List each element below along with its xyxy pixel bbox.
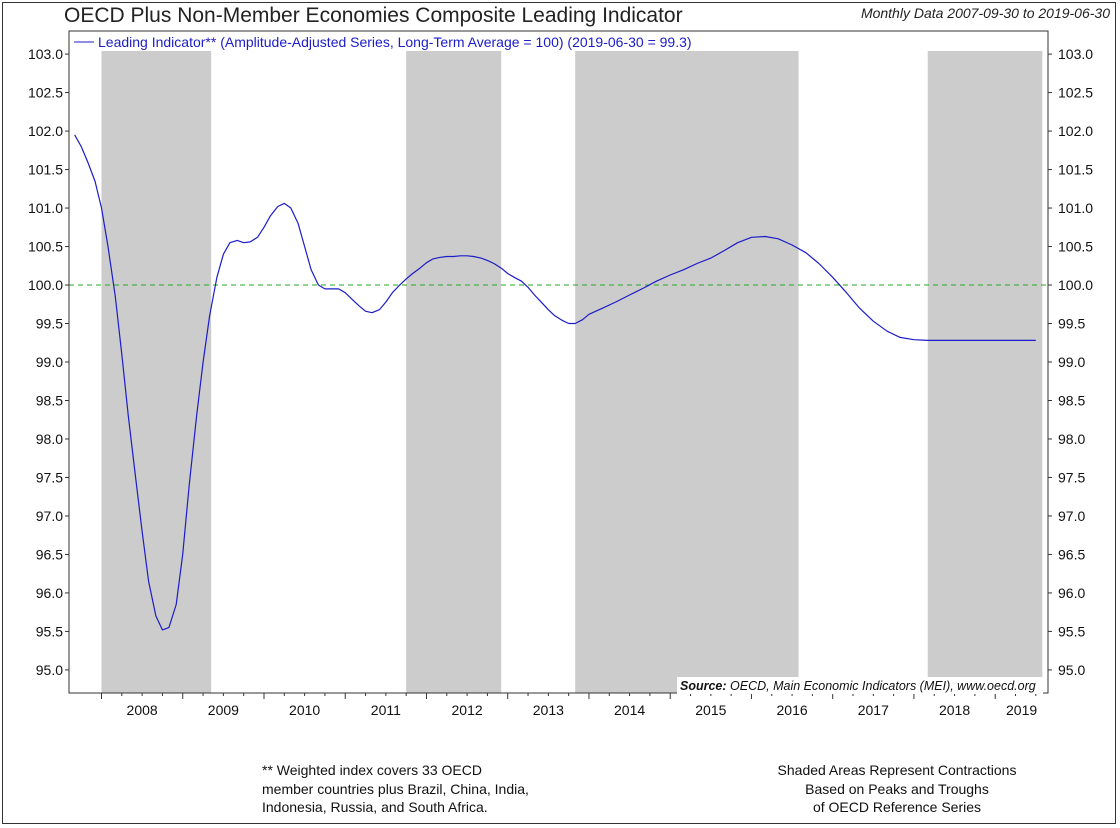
y-tick-label: 101.5 bbox=[28, 162, 63, 178]
leading-indicator-line bbox=[74, 134, 1036, 631]
x-tick-label: 2012 bbox=[452, 702, 483, 718]
y-tick-label: 98.0 bbox=[1058, 431, 1085, 447]
y-tick-label: 100.5 bbox=[28, 239, 63, 255]
y-tick-label: 95.0 bbox=[36, 662, 63, 678]
y-tick-label: 96.0 bbox=[36, 585, 63, 601]
y-tick-label: 102.0 bbox=[28, 123, 63, 139]
y-tick-label: 95.0 bbox=[1058, 662, 1085, 678]
contraction-period bbox=[575, 51, 799, 693]
y-tick-label: 102.5 bbox=[28, 85, 63, 101]
x-tick-label: 2013 bbox=[533, 702, 564, 718]
y-tick-label: 102.5 bbox=[1058, 85, 1093, 101]
y-tick-label: 99.5 bbox=[36, 316, 63, 332]
x-tick-label: 2008 bbox=[127, 702, 158, 718]
source-text: OECD, Main Economic Indicators (MEI), ww… bbox=[730, 679, 1036, 693]
y-tick-label: 96.5 bbox=[36, 546, 63, 562]
y-tick-label: 96.0 bbox=[1058, 585, 1085, 601]
y-tick-label: 98.5 bbox=[1058, 392, 1085, 408]
x-tick-label: 2015 bbox=[695, 702, 726, 718]
legend-label: Leading Indicator** (Amplitude-Adjusted … bbox=[98, 34, 692, 50]
svg-text:Source: OECD, Main Economic In: Source: OECD, Main Economic Indicators (… bbox=[680, 679, 1036, 693]
legend: Leading Indicator** (Amplitude-Adjusted … bbox=[74, 34, 692, 50]
y-tick-label: 97.5 bbox=[36, 469, 63, 485]
x-tick-label: 2011 bbox=[371, 702, 401, 718]
y-tick-label: 100.0 bbox=[1058, 277, 1093, 293]
y-tick-label: 98.5 bbox=[36, 392, 63, 408]
footnote-weighting: ** Weighted index covers 33 OECD member … bbox=[262, 761, 529, 817]
y-tick-label: 96.5 bbox=[1058, 546, 1085, 562]
source-note: Source: OECD, Main Economic Indicators (… bbox=[677, 677, 1043, 694]
y-tick-label: 97.5 bbox=[1058, 469, 1085, 485]
plot-area-border bbox=[68, 30, 1049, 694]
y-axis: 95.0 95.0 95.5 95.5 96.0 96.0 96.5 96.5 97.0 97.0… bbox=[28, 46, 1093, 678]
footnote-line: Indonesia, Russia, and South Africa. bbox=[262, 799, 488, 815]
chart-title: OECD Plus Non-Member Economies Composite… bbox=[64, 4, 683, 27]
y-tick-label: 99.0 bbox=[36, 354, 63, 370]
footnote-line: member countries plus Brazil, China, Ind… bbox=[262, 780, 529, 797]
y-tick-label: 99.5 bbox=[1058, 316, 1085, 332]
source-label: Source: bbox=[680, 679, 727, 693]
footnote-line: Based on Peaks and Troughs bbox=[805, 780, 989, 797]
y-tick-label: 101.0 bbox=[28, 200, 63, 216]
footnote-line: Shaded Areas Represent Contractions bbox=[777, 762, 1017, 778]
contraction-period bbox=[406, 51, 502, 693]
y-tick-label: 99.0 bbox=[1058, 354, 1085, 370]
footnote-line: of OECD Reference Series bbox=[812, 799, 982, 815]
x-tick-label: 2018 bbox=[939, 702, 970, 718]
y-tick-label: 97.0 bbox=[1058, 508, 1085, 524]
x-tick-label: 2010 bbox=[289, 702, 320, 718]
source-background bbox=[677, 677, 1043, 694]
x-tick-label: 2016 bbox=[777, 702, 808, 718]
y-tick-label: 101.5 bbox=[1058, 162, 1093, 178]
footnote-line: ** Weighted index covers 33 OECD bbox=[262, 762, 482, 778]
footnote-shading: Shaded Areas Represent Contractions Base… bbox=[720, 761, 1074, 817]
contraction-shading bbox=[101, 51, 1043, 693]
contraction-period bbox=[927, 51, 1043, 693]
y-tick-label: 103.0 bbox=[28, 46, 63, 62]
x-axis: 2008 2009 2010 2011 2012 2013 2014 2015 2016 2017… bbox=[100, 693, 1037, 718]
y-tick-label: 102.0 bbox=[1058, 123, 1093, 139]
date-range-label: Monthly Data 2007-09-30 to 2019-06-30 bbox=[860, 5, 1110, 21]
x-tick-label: 2009 bbox=[208, 702, 239, 718]
contraction-period bbox=[101, 51, 212, 693]
x-tick-label: 2017 bbox=[858, 702, 889, 718]
y-tick-label: 98.0 bbox=[36, 431, 63, 447]
y-tick-label: 103.0 bbox=[1058, 46, 1093, 62]
y-tick-label: 100.5 bbox=[1058, 239, 1093, 255]
y-tick-label: 97.0 bbox=[36, 508, 63, 524]
y-tick-label: 95.5 bbox=[1058, 623, 1085, 639]
y-tick-label: 100.0 bbox=[28, 277, 63, 293]
y-tick-label: 101.0 bbox=[1058, 200, 1093, 216]
y-tick-label: 95.5 bbox=[36, 623, 63, 639]
x-tick-label: 2019 bbox=[1006, 702, 1037, 718]
x-tick-label: 2014 bbox=[614, 702, 645, 718]
